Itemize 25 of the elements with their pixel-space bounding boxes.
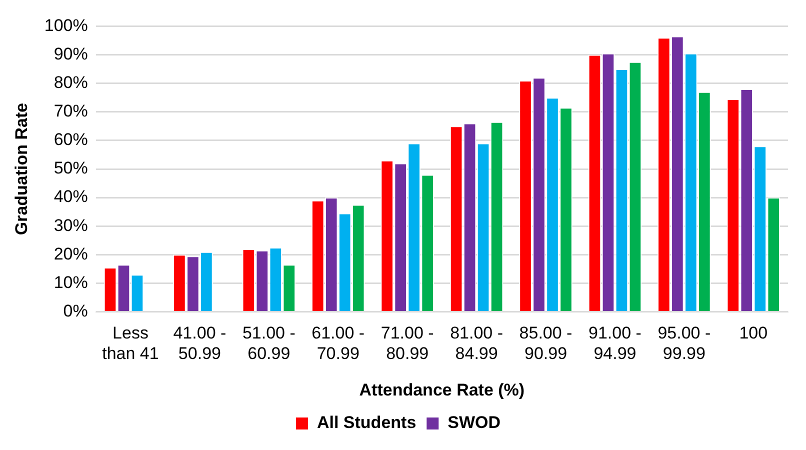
y-tick-label: 100% — [44, 16, 88, 35]
x-tick-label: 61.00 - 70.99 — [312, 324, 365, 364]
y-axis-title: Graduation Rate — [12, 102, 31, 236]
y-tick-label: 40% — [54, 187, 88, 206]
y-tick-label: 50% — [54, 158, 88, 178]
y-tick-label: 0% — [63, 301, 88, 320]
y-tick-label: 70% — [54, 102, 88, 121]
legend-label: All Students — [316, 413, 416, 432]
y-tick-label: 30% — [54, 216, 88, 235]
y-tick-label: 10% — [54, 272, 88, 292]
x-tick-label: 95.00 - 99.99 — [658, 324, 711, 364]
x-tick-label: 85.00 - 90.99 — [519, 324, 572, 364]
x-tick-label: Less than 41 — [102, 324, 159, 364]
legend-label: SWOD — [448, 413, 501, 432]
x-tick-label: 91.00 - 94.99 — [588, 324, 642, 364]
y-tick-label: 60% — [54, 130, 88, 150]
y-tick-label: 20% — [54, 244, 88, 264]
y-tick-label: 80% — [54, 73, 88, 92]
y-tick-label: 90% — [54, 44, 88, 64]
x-tick-label: 100 — [739, 324, 768, 343]
x-tick-label: 51.00 - 60.99 — [242, 324, 296, 364]
x-tick-label: 41.00 - 50.99 — [173, 324, 226, 364]
x-tick-label: 81.00 - 84.99 — [450, 324, 504, 364]
x-tick-label: 71.00 - 80.99 — [380, 324, 434, 364]
x-axis-title: Attendance Rate (%) — [359, 380, 525, 400]
